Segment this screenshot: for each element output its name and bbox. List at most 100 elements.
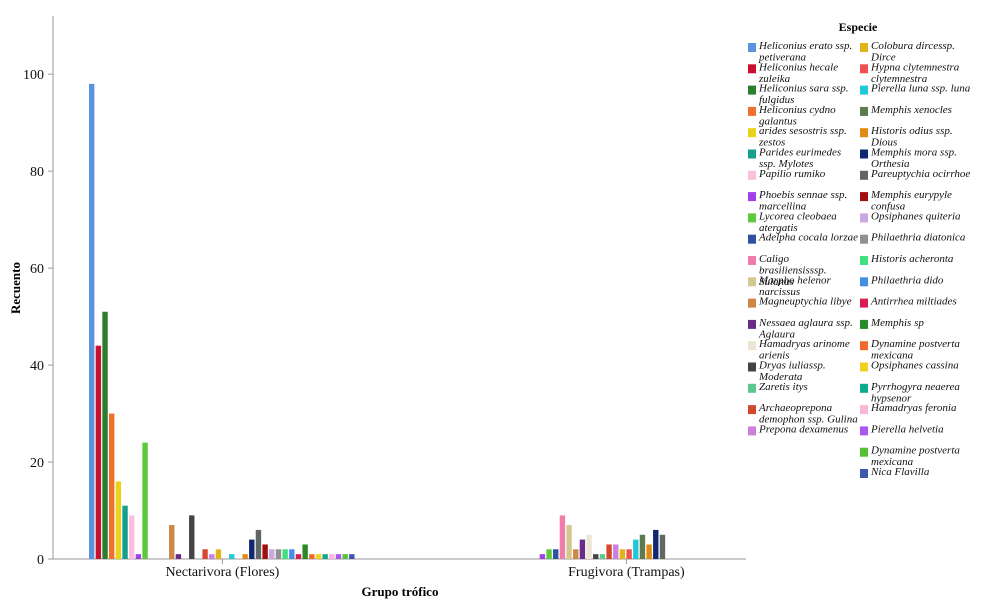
legend-item: Heliconius cydno galantus: [748, 104, 836, 127]
legend-label: Lycorea cleobaea atergatis: [758, 210, 837, 234]
legend-item: Hamadryas arinome arienis: [748, 338, 850, 362]
legend-item: Lycorea cleobaea atergatis: [748, 210, 837, 234]
bar: [566, 525, 572, 559]
x-ticks: Nectarivora (Flores) Frugivora (Trampas): [165, 559, 685, 580]
legend-label: Nessaea aglaura ssp. Aglaura: [758, 317, 853, 341]
legend-item: Zaretis itys: [748, 381, 808, 393]
legend-item: Archaeoprepona demophon ssp. Gulina: [748, 402, 858, 426]
legend-label: Adelpha cocala lorzae: [758, 232, 858, 244]
x-axis-title: Grupo trófico: [362, 584, 439, 599]
bar: [135, 554, 142, 559]
bar: [142, 442, 148, 559]
bars: [89, 83, 666, 560]
y-tick-label: 20: [30, 456, 44, 471]
legend-item: Hypna clytemnestra clytemnestra: [860, 61, 960, 85]
legend-label: Dynamine postverta mexicana: [870, 338, 960, 362]
legend-item: Dryas iuliassp. Moderata: [748, 360, 826, 384]
legend-item: Magneuptychia libye: [748, 296, 852, 308]
legend-label: Heliconius erato ssp. petiverana: [758, 40, 852, 64]
legend-swatch: [860, 341, 868, 351]
legend-title: Especie: [839, 20, 878, 34]
legend-swatch: [860, 85, 868, 95]
legend-swatch: [860, 170, 868, 180]
bar: [573, 549, 579, 559]
legend-swatch: [748, 234, 756, 244]
legend-label: Colobura dircessp. Dirce: [870, 40, 955, 64]
legend-label: Hamadryas feronia: [870, 402, 957, 414]
legend-swatch: [860, 362, 868, 372]
legend-label: Papilio rumiko: [758, 168, 826, 180]
legend-swatch: [748, 106, 756, 116]
legend-item: Pareuptychia ocirrhoe: [860, 168, 970, 180]
bar: [659, 534, 666, 559]
legend-label: Philaethria dido: [870, 274, 944, 286]
bar: [599, 554, 606, 559]
legend-swatch: [748, 149, 756, 159]
legend-label: Prepona dexamenus: [758, 423, 848, 435]
bar: [539, 554, 546, 559]
legend-item: Memphis mora ssp. Orthesia: [860, 147, 957, 170]
legend-label: Zaretis itys: [759, 381, 808, 393]
legend-swatch: [748, 213, 756, 223]
bar: [315, 554, 322, 559]
legend-label: Opsiphanes cassina: [871, 360, 959, 372]
legend-item: Adelpha cocala lorzae: [748, 232, 858, 244]
legend-swatch: [860, 447, 868, 457]
legend-item: Heliconius sara ssp. fulgidus: [748, 83, 849, 106]
y-tick-label: 100: [23, 68, 44, 83]
legend-label: Dryas iuliassp. Moderata: [758, 360, 826, 384]
legend-item: Memphis eurypyle confusa: [860, 189, 952, 213]
legend-label: Hamadryas arinome arienis: [758, 338, 850, 362]
bar: [109, 413, 115, 559]
legend-item: Historis acheronta: [860, 253, 954, 265]
legend-label: Heliconius hecale zuleika: [758, 61, 838, 85]
legend: Especie Heliconius erato ssp. petiveranaH…: [748, 20, 971, 478]
legend-item: Hamadryas feronia: [860, 402, 957, 415]
bar: [175, 554, 182, 559]
legend-item: Memphis sp: [860, 317, 924, 329]
bar: [202, 549, 208, 559]
legend-item: Caligo brasiliensisssp. Sulanus: [748, 253, 827, 288]
legend-label: Historis acheronta: [870, 253, 954, 265]
y-axis-title: Recuento: [8, 262, 23, 314]
legend-swatch: [748, 43, 756, 52]
bar: [553, 549, 559, 559]
bar: [586, 534, 592, 559]
legend-swatch: [860, 149, 868, 159]
legend-label: Morpho helenor narcissus: [758, 274, 832, 298]
legend-item: Philaethria diatonica: [860, 232, 966, 244]
bar: [289, 549, 295, 559]
legend-label: Nica Flavilla: [870, 466, 930, 478]
legend-swatch: [860, 106, 868, 116]
legend-label: Pareuptychia ocirrhoe: [870, 168, 970, 180]
bar: [115, 481, 122, 559]
bar: [653, 529, 659, 559]
bar: [122, 505, 128, 559]
bar: [619, 549, 626, 559]
legend-item: Nica Flavilla: [860, 466, 930, 478]
legend-swatch: [860, 256, 868, 265]
legend-swatch: [748, 85, 756, 95]
bar: [189, 515, 195, 559]
y-tick-label: 0: [37, 553, 44, 568]
legend-label: Pyrrhogyra neaerea hypsenor: [870, 381, 960, 405]
legend-swatch: [860, 319, 868, 329]
bar: [275, 549, 282, 559]
x-tick-label: Frugivora (Trampas): [568, 565, 685, 580]
legend-label: Caligo brasiliensisssp. Sulanus: [759, 253, 827, 288]
bar: [89, 83, 95, 560]
bar: [249, 539, 255, 559]
bar: [593, 554, 599, 559]
legend-label: Antirrhea miltiades: [870, 296, 957, 308]
legend-swatch: [748, 319, 756, 329]
legend-label: Historis odius ssp. Dious: [870, 125, 953, 149]
bar: [295, 554, 302, 559]
legend-label: Memphis eurypyle confusa: [870, 189, 952, 213]
bar: [613, 544, 619, 559]
bar: [349, 554, 355, 559]
legend-label: Magneuptychia libye: [758, 296, 852, 308]
legend-swatch: [748, 64, 756, 74]
bar: [209, 554, 215, 559]
legend-item: Parides eurimedes ssp. Mylotes: [748, 147, 841, 170]
bar: [282, 549, 288, 559]
